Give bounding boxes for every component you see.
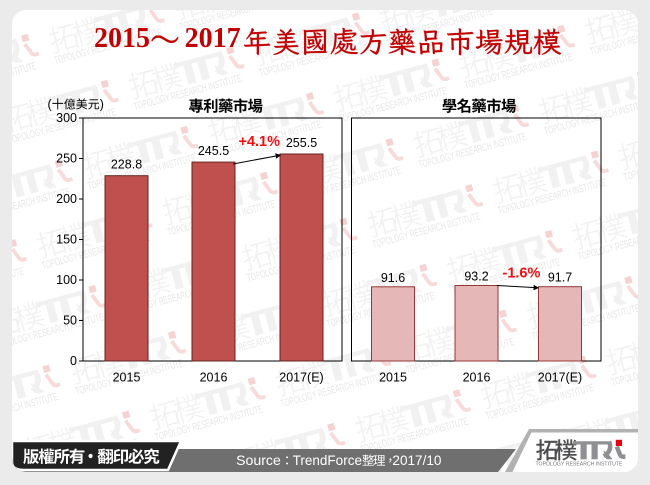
svg-text:200: 200 xyxy=(56,192,77,206)
svg-text:2017: 2017 xyxy=(185,23,241,54)
svg-text:2015: 2015 xyxy=(94,23,150,54)
svg-text:2016: 2016 xyxy=(200,371,228,385)
svg-text:2017(E): 2017(E) xyxy=(538,371,582,385)
svg-text:2015: 2015 xyxy=(113,371,141,385)
svg-text:-1.6%: -1.6% xyxy=(503,266,541,282)
svg-text:Source: Source xyxy=(236,452,281,468)
svg-text:255.5: 255.5 xyxy=(286,136,317,150)
svg-text:2016: 2016 xyxy=(463,371,491,385)
svg-text:300: 300 xyxy=(56,111,77,125)
svg-text:250: 250 xyxy=(56,152,77,166)
svg-text:0: 0 xyxy=(70,354,77,368)
svg-text:50: 50 xyxy=(63,314,77,328)
svg-text:91.7: 91.7 xyxy=(548,271,572,285)
svg-text:2017/10: 2017/10 xyxy=(392,452,441,468)
svg-text:2017(E): 2017(E) xyxy=(279,371,323,385)
svg-text:+4.1%: +4.1% xyxy=(239,134,281,150)
svg-text:TrendForce: TrendForce xyxy=(293,452,363,468)
svg-text:91.6: 91.6 xyxy=(381,271,405,285)
svg-text:228.8: 228.8 xyxy=(111,158,142,172)
svg-text:150: 150 xyxy=(56,233,77,247)
svg-text:2015: 2015 xyxy=(379,371,407,385)
svg-text:245.5: 245.5 xyxy=(198,144,229,158)
svg-text:100: 100 xyxy=(56,273,77,287)
svg-text:(: ( xyxy=(48,98,53,112)
svg-text:93.2: 93.2 xyxy=(464,270,488,284)
svg-text:): ) xyxy=(100,98,104,112)
